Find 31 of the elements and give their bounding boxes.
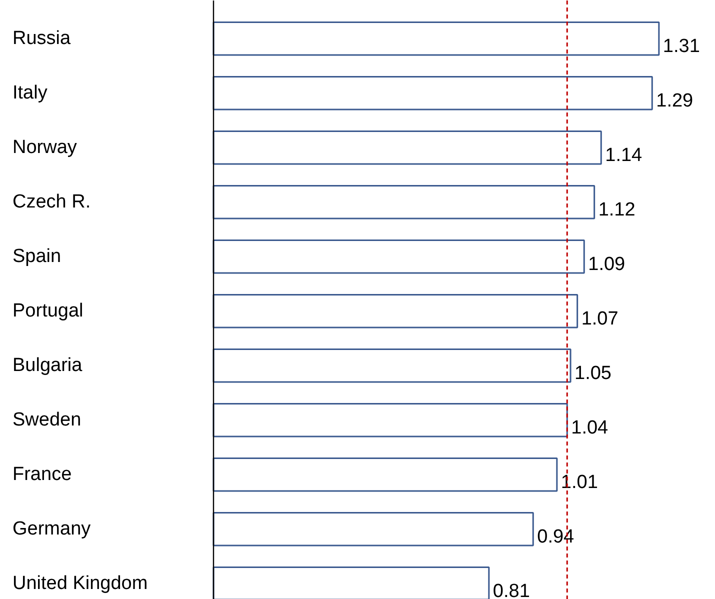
data-label: 1.31 xyxy=(662,36,700,58)
y-tick-label: Portugal xyxy=(12,300,84,322)
y-tick-label: Bulgaria xyxy=(12,355,83,376)
bar xyxy=(212,294,578,328)
data-label: 1.07 xyxy=(581,308,618,330)
y-tick-label: Spain xyxy=(12,246,62,268)
y-tick-label: Russia xyxy=(12,28,72,50)
data-label: 1.14 xyxy=(605,145,643,166)
y-tick-label: France xyxy=(12,464,72,486)
data-label: 1.04 xyxy=(571,418,609,439)
data-label: 1.12 xyxy=(598,200,636,221)
bar xyxy=(212,240,585,274)
bar xyxy=(212,403,568,438)
y-tick-label: Czech R. xyxy=(12,192,91,213)
bar xyxy=(212,458,558,492)
data-label: 1.05 xyxy=(574,363,612,384)
bar xyxy=(212,512,534,546)
bar xyxy=(212,185,596,220)
data-label: 1.29 xyxy=(656,90,694,112)
data-label: 1.09 xyxy=(588,254,626,276)
bar xyxy=(212,22,660,56)
bar xyxy=(212,130,602,165)
y-tick-label: Sweden xyxy=(12,410,82,431)
y-tick-label: Italy xyxy=(12,82,48,104)
bar xyxy=(212,76,653,110)
data-label: 0.94 xyxy=(537,526,575,548)
y-tick-label: Norway xyxy=(12,137,78,158)
data-label: 0.81 xyxy=(492,581,530,599)
y-tick-label: Germany xyxy=(12,518,92,540)
y-tick-label: United Kingdom xyxy=(12,573,148,594)
bar xyxy=(212,348,572,383)
